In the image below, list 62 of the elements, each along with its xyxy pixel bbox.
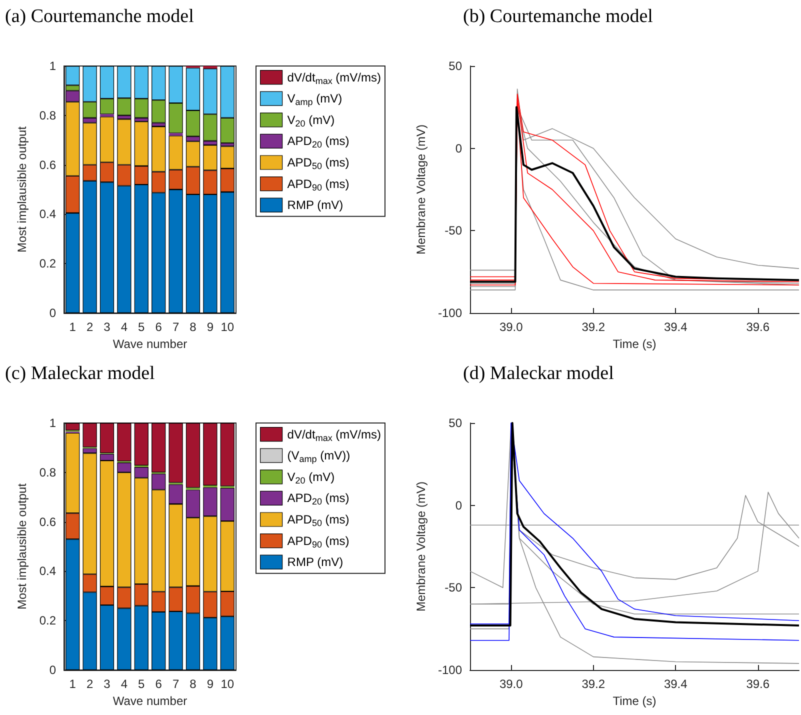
legend-label: RMP (mV) <box>287 198 344 212</box>
x-tick-label: 4 <box>120 320 128 334</box>
x-tick-label: 4 <box>120 677 128 691</box>
y-tick-label: 0.6 <box>39 158 56 172</box>
x-tick-label: 1 <box>69 677 76 691</box>
y-axis-title: Membrane Voltage (mV) <box>414 481 428 612</box>
x-axis-title: Time (s) <box>612 694 656 708</box>
x-tick-label: 10 <box>220 677 234 691</box>
x-tick-label: 39.2 <box>582 320 606 334</box>
x-tick-label: 39.2 <box>582 677 606 691</box>
y-tick-label: 0 <box>49 663 56 677</box>
chart-title: (b) Courtemanche model <box>463 6 653 27</box>
y-tick-label: 1 <box>49 416 56 430</box>
x-tick-label: 39.0 <box>499 677 524 691</box>
x-tick-label: 9 <box>206 677 214 691</box>
x-tick-label: 7 <box>172 320 180 334</box>
y-tick-label: -100 <box>438 663 462 677</box>
chart-title: (d) Maleckar model <box>463 363 614 384</box>
y-tick-label: -50 <box>444 224 462 238</box>
y-tick-label: 50 <box>448 416 462 430</box>
y-axis-title: Most implausible output <box>15 482 29 610</box>
x-tick-label: 7 <box>172 677 180 691</box>
x-tick-label: 2 <box>86 320 94 334</box>
x-tick-label: 1 <box>69 320 76 334</box>
chart-title: (c) Maleckar model <box>5 363 155 384</box>
x-tick-label: 39.4 <box>664 320 688 334</box>
x-tick-label: 6 <box>155 320 162 334</box>
x-tick-label: 39.6 <box>746 320 770 334</box>
y-tick-label: 0 <box>49 306 56 320</box>
x-tick-label: 3 <box>104 677 111 691</box>
x-tick-label: 6 <box>155 677 162 691</box>
x-tick-label: 3 <box>104 320 111 334</box>
y-axis-title: Membrane Voltage (mV) <box>414 124 428 255</box>
legend-label: RMP (mV) <box>287 555 344 570</box>
y-tick-label: 50 <box>448 59 462 73</box>
y-tick-label: 0.2 <box>39 614 56 628</box>
x-tick-label: 10 <box>220 320 234 334</box>
y-tick-label: 0.4 <box>39 207 56 222</box>
y-tick-label: 0 <box>455 141 462 156</box>
y-tick-label: 0.8 <box>39 108 56 122</box>
y-tick-label: 0.6 <box>39 514 56 529</box>
x-tick-label: 8 <box>190 677 197 691</box>
y-tick-label: 0.4 <box>39 564 56 578</box>
x-tick-label: 9 <box>206 320 214 334</box>
y-tick-label: 0.2 <box>39 256 56 271</box>
y-tick-label: 0.8 <box>39 465 56 480</box>
y-tick-label: 1 <box>49 59 56 73</box>
y-tick-label: -50 <box>444 580 462 595</box>
x-axis-title: Wave number <box>112 694 188 708</box>
y-axis-title: Most implausible output <box>15 126 29 253</box>
y-tick-label: -100 <box>438 306 462 320</box>
x-tick-label: 39.4 <box>664 677 688 691</box>
x-tick-label: 2 <box>86 677 94 691</box>
chart-title: (a) Courtemanche model <box>5 6 194 27</box>
x-axis-title: Wave number <box>112 336 188 351</box>
x-tick-label: 39.6 <box>746 677 770 691</box>
x-tick-label: 5 <box>138 320 146 334</box>
x-tick-label: 39.0 <box>499 320 524 334</box>
x-axis-title: Time (s) <box>612 336 656 351</box>
y-tick-label: 0 <box>455 498 462 512</box>
x-tick-label: 5 <box>138 677 146 691</box>
x-tick-label: 8 <box>190 320 197 334</box>
